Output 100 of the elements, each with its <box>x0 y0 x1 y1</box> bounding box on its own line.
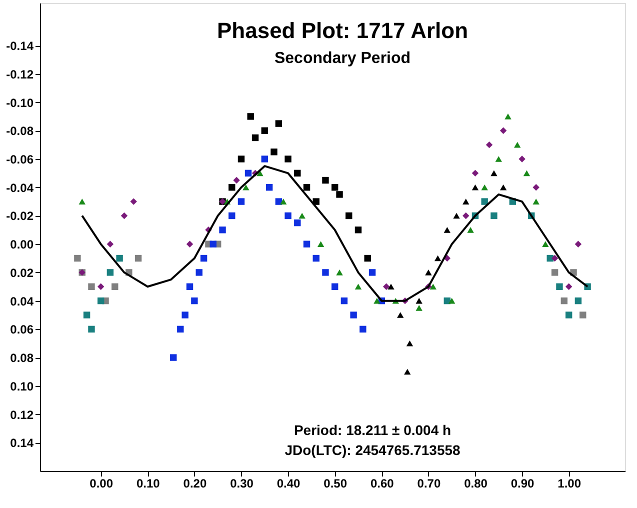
point <box>196 269 202 276</box>
point <box>200 254 208 262</box>
y-tick-label: -0.06 <box>6 152 34 166</box>
x-tick-label: 0.10 <box>136 476 160 490</box>
point <box>430 284 436 290</box>
point <box>574 297 582 304</box>
point <box>78 198 86 204</box>
point <box>238 198 245 205</box>
point <box>182 312 188 318</box>
x-tick-label: 0.90 <box>510 476 535 490</box>
point <box>425 270 432 276</box>
point <box>186 240 194 248</box>
point <box>556 283 563 290</box>
point <box>444 227 451 233</box>
point <box>317 241 324 247</box>
point <box>490 170 498 176</box>
point <box>294 170 301 177</box>
point <box>514 142 521 148</box>
point <box>416 298 422 304</box>
x-tick-label: 1.00 <box>558 476 582 490</box>
point <box>462 212 470 220</box>
point <box>404 368 411 375</box>
point <box>275 198 282 205</box>
point <box>354 226 362 234</box>
point <box>284 156 292 162</box>
point <box>88 283 95 290</box>
point <box>88 326 95 333</box>
y-tick-label: -0.02 <box>6 209 34 224</box>
y-tick-label: 0.00 <box>10 238 34 252</box>
point <box>280 198 287 204</box>
point <box>500 127 507 134</box>
point <box>340 297 348 304</box>
point <box>303 240 310 248</box>
point <box>177 326 184 333</box>
y-tick-label: 0.12 <box>10 408 34 422</box>
point <box>186 283 194 290</box>
x-tick-label: 0.80 <box>464 476 488 490</box>
point <box>518 156 526 162</box>
y-tick-label: 0.04 <box>10 294 34 308</box>
point <box>322 269 329 276</box>
point <box>481 198 488 205</box>
x-tick-label: 0.60 <box>370 476 394 490</box>
x-tick-label: 0.50 <box>324 476 348 490</box>
point <box>170 354 177 361</box>
point <box>322 176 329 184</box>
x-tick-label: 0.20 <box>183 476 207 490</box>
point <box>83 312 90 318</box>
point <box>331 283 338 290</box>
point <box>106 240 114 248</box>
point <box>472 184 479 190</box>
point <box>368 269 376 276</box>
point <box>551 254 558 262</box>
point <box>238 156 245 162</box>
point <box>350 312 357 318</box>
point <box>500 184 507 190</box>
point <box>116 254 123 262</box>
point <box>532 198 540 204</box>
point <box>247 113 254 120</box>
x-tick-label: 0.40 <box>276 476 301 490</box>
point <box>303 184 310 191</box>
point <box>360 326 366 333</box>
point <box>542 241 549 247</box>
point <box>97 283 104 290</box>
point <box>560 297 568 304</box>
point <box>364 254 371 262</box>
point <box>74 254 81 262</box>
point <box>312 198 320 205</box>
point <box>233 176 240 184</box>
point <box>130 198 137 205</box>
point <box>448 298 456 304</box>
x-tick-label: 0.70 <box>417 476 441 490</box>
text: Phased Plot: 1717 Arlon <box>216 18 468 43</box>
point <box>294 219 301 226</box>
y-tick-label: 0.08 <box>10 351 34 366</box>
point <box>261 156 268 162</box>
point <box>472 170 479 177</box>
point <box>388 284 394 290</box>
point <box>112 283 118 290</box>
y-tick-label: -0.04 <box>6 180 34 195</box>
point <box>354 284 362 290</box>
point <box>490 212 498 220</box>
annotation: JDo(LTC): 2454765.713558 <box>284 442 461 458</box>
y-tick-label: 0.14 <box>10 436 34 450</box>
point <box>532 184 540 191</box>
point <box>416 305 422 311</box>
point <box>312 254 320 262</box>
point <box>346 212 352 220</box>
point <box>406 340 414 346</box>
point <box>228 184 236 191</box>
y-tick-label: 0.02 <box>10 266 34 280</box>
point <box>191 297 198 304</box>
point <box>244 170 252 177</box>
y-tick-label: -0.14 <box>6 39 34 54</box>
point <box>210 240 217 248</box>
point <box>434 255 442 262</box>
text: Secondary Period <box>274 50 411 67</box>
point <box>565 312 572 318</box>
point <box>261 127 268 134</box>
point <box>266 184 273 191</box>
x-tick-label: 0.00 <box>90 476 114 490</box>
